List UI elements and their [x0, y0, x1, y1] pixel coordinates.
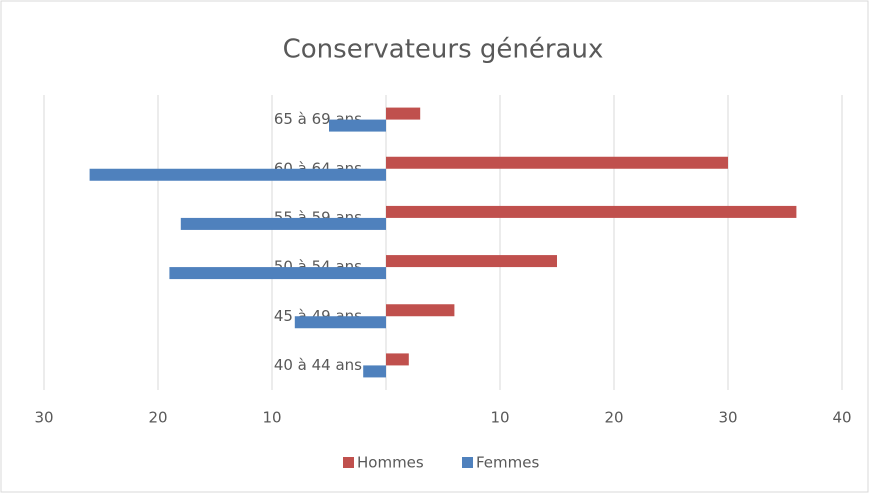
- x-tick-label: 20: [604, 409, 623, 427]
- bar: [363, 365, 386, 378]
- x-tick-label: 10: [262, 409, 281, 427]
- category-label: 40 à 44 ans: [274, 356, 362, 374]
- chart-title: Conservateurs généraux: [283, 35, 604, 65]
- bar: [386, 107, 421, 120]
- x-tick-label: 30: [34, 409, 53, 427]
- legend-label: Femmes: [476, 454, 539, 472]
- bar: [169, 267, 386, 280]
- bar: [386, 205, 797, 218]
- bar: [294, 316, 386, 329]
- x-tick-label: 20: [148, 409, 167, 427]
- bar: [386, 156, 728, 169]
- x-tick-label: 10: [490, 409, 509, 427]
- x-tick-label: 30: [718, 409, 737, 427]
- bar: [386, 304, 455, 317]
- legend-swatch: [462, 457, 473, 468]
- bar: [386, 353, 409, 366]
- x-tick-label: 40: [832, 409, 851, 427]
- bar: [89, 168, 386, 181]
- bar: [386, 255, 557, 268]
- bar: [180, 217, 386, 230]
- legend-swatch: [343, 457, 354, 468]
- legend-label: Hommes: [357, 454, 424, 472]
- bar: [329, 119, 386, 132]
